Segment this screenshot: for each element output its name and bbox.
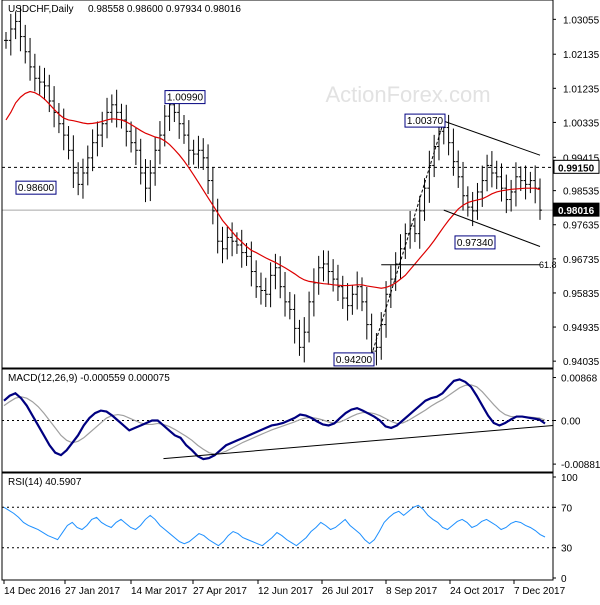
price-label-text: 0.97340 [457, 238, 494, 249]
x-tick-label: 27 Apr 2017 [193, 586, 247, 597]
macd-trendline [163, 424, 554, 460]
rsi-tick-label: 0 [561, 574, 567, 585]
rsi-tick-label: 70 [561, 503, 573, 514]
x-tick-label: 8 Sep 2017 [386, 586, 438, 597]
price-tick-label: 0.99415 [563, 153, 600, 164]
rsi-title: RSI(14) 40.5907 [8, 477, 82, 488]
price-tick-label: 1.03055 [563, 15, 600, 26]
x-tick-label: 7 Dec 2017 [514, 586, 566, 597]
price-tick-label: 0.96735 [563, 255, 600, 266]
price-tick-label: 0.94035 [563, 357, 600, 368]
price-tick-label: 0.97635 [563, 221, 600, 232]
panel-frame-0 [1, 0, 554, 369]
price-tick-label: 1.00335 [563, 118, 600, 129]
moving-average-line [5, 90, 541, 289]
x-tick-label: 12 Jun 2017 [258, 586, 313, 597]
price-tick-label: 0.95835 [563, 289, 600, 300]
macd-signal-line [3, 384, 546, 455]
price-label-text: 0.98600 [18, 183, 55, 194]
macd-tick-label: 0.00 [561, 417, 581, 428]
price-label-box [164, 90, 206, 105]
trendline-channel-top [443, 120, 541, 156]
price-label-box [333, 352, 375, 367]
axis-labels: 1.03055 1.02135 1.01235 1.00335 0.99415 0.985… [3, 15, 600, 597]
fib-label: 61.8 [539, 260, 557, 270]
panel-frame-2 [1, 472, 554, 581]
x-tick-label: 26 Jul 2017 [322, 586, 374, 597]
price-tick-label: 1.01235 [563, 84, 600, 95]
trendline-channel-bottom [443, 209, 541, 247]
macd-tick-label: -0.00881 [561, 460, 600, 471]
price-label-text: 1.00990 [167, 93, 204, 104]
price-label-text: 1.00370 [407, 116, 444, 127]
watermark-text: ActionForex.com [325, 82, 490, 107]
x-tick-label: 27 Jan 2017 [65, 586, 120, 597]
current-price-box [553, 202, 600, 217]
rsi-line [3, 504, 546, 547]
macd-panel [2, 378, 554, 461]
rsi-panel [2, 504, 553, 549]
price-tick-label: 0.98535 [563, 187, 600, 198]
price-panel: 0.98600 1.00990 0.94200 1.00370 0.97340 [2, 6, 553, 367]
price-tick-label: 1.02135 [563, 50, 600, 61]
rsi-tick-label: 100 [561, 473, 578, 484]
macd-line [3, 378, 546, 461]
current-price-label: 0.98016 [558, 206, 595, 217]
chart-symbol: USDCHF,Daily [8, 4, 74, 15]
x-tick-label: 14 Mar 2017 [131, 586, 188, 597]
price-label-box [404, 113, 446, 128]
macd-tick-label: 0.00868 [561, 374, 598, 385]
price-label-text: 0.94200 [336, 355, 373, 366]
marked-level-label: 0.99150 [558, 163, 595, 174]
rsi-tick-label: 30 [561, 544, 573, 555]
x-tick-label: 14 Dec 2016 [4, 586, 61, 597]
x-tick-label: 24 Oct 2017 [450, 586, 505, 597]
chart-ohlc: 0.98558 0.98600 0.97934 0.98016 [88, 4, 241, 15]
price-tick-label: 0.94935 [563, 323, 600, 334]
price-label-box [15, 180, 57, 195]
macd-title: MACD(12,26,9) -0.000559 0.000075 [8, 373, 170, 384]
price-label-box [454, 235, 496, 250]
trendline-rise-dotted [371, 120, 445, 356]
marked-level-box [553, 159, 600, 174]
